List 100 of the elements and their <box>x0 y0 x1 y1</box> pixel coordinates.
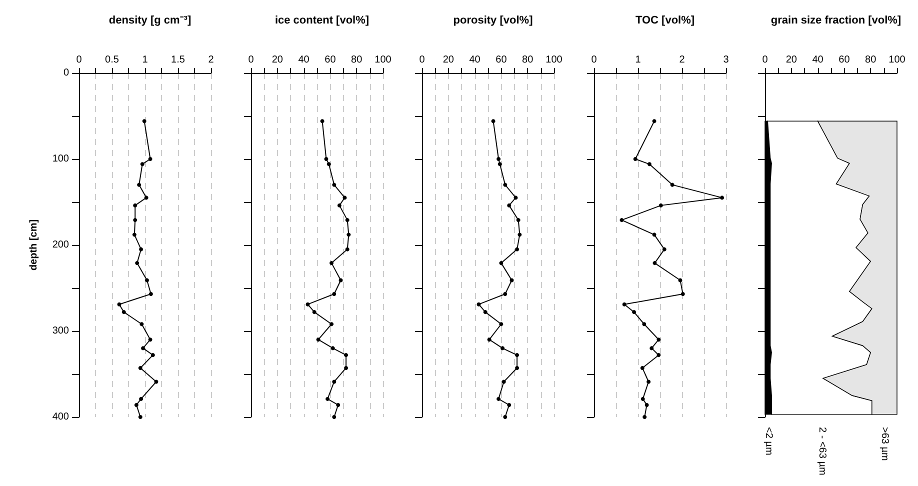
point <box>344 366 348 370</box>
point <box>325 396 330 401</box>
point <box>336 402 340 407</box>
chart-title: TOC [vol%] <box>634 14 694 26</box>
point <box>483 310 488 314</box>
point <box>632 310 636 314</box>
y-tick-label: 400 <box>52 412 70 422</box>
point <box>332 292 336 296</box>
point <box>338 278 342 282</box>
x-tick-label: 1.5 <box>171 54 186 66</box>
point <box>644 402 648 407</box>
point <box>652 119 656 124</box>
point <box>498 162 502 166</box>
point <box>680 292 684 296</box>
point <box>662 247 666 252</box>
point <box>324 157 328 161</box>
x-tick-label: 3 <box>722 54 729 66</box>
x-tick-label: 0 <box>76 54 82 66</box>
point <box>622 302 626 306</box>
x-tick-label: 80 <box>865 54 877 66</box>
point <box>476 302 481 306</box>
point <box>336 203 341 208</box>
point <box>720 196 724 200</box>
x-tick-label: 100 <box>888 54 906 66</box>
point <box>503 182 508 187</box>
point <box>316 338 320 342</box>
x-tick-label: 1 <box>634 54 641 66</box>
x-tick-label: 1 <box>142 54 148 66</box>
x-tick-label: 20 <box>442 54 454 66</box>
point <box>502 380 506 384</box>
y-tick-label: 300 <box>52 326 70 336</box>
point <box>652 261 656 266</box>
x-tick-label: 2 <box>678 54 685 66</box>
x-tick-label: 80 <box>350 54 362 66</box>
x-tick-label: 80 <box>522 54 534 66</box>
x-tick-label: 20 <box>271 54 283 66</box>
point <box>507 203 512 208</box>
point <box>656 338 660 342</box>
text: >63 µm <box>878 427 890 461</box>
point <box>656 353 660 358</box>
point <box>507 402 512 407</box>
y-tick-label: 0 <box>63 68 70 78</box>
point <box>499 261 504 266</box>
point <box>329 261 334 266</box>
x-tick-label: 0 <box>248 54 254 66</box>
point <box>346 232 350 237</box>
x-tick-label: 2 <box>208 54 214 66</box>
point <box>619 218 624 222</box>
point <box>499 322 504 326</box>
x-tick-label: 60 <box>838 54 850 66</box>
point <box>640 366 644 370</box>
point <box>516 218 520 222</box>
point <box>344 353 348 358</box>
x-tick-label: 100 <box>374 54 392 66</box>
x-tick-label: 40 <box>298 54 310 66</box>
point <box>646 380 650 384</box>
y-tick-label: 200 <box>52 240 70 250</box>
point <box>320 119 324 124</box>
point <box>344 218 349 222</box>
y-tick-label: 100 <box>52 154 70 164</box>
point <box>678 278 682 282</box>
point <box>329 322 334 326</box>
chart-title: grain size fraction [vol%] <box>770 14 902 26</box>
point <box>514 196 518 200</box>
text: 2 - <63 µm <box>816 427 828 476</box>
point <box>330 346 334 350</box>
point <box>332 380 336 384</box>
point <box>332 182 336 187</box>
point <box>487 338 492 342</box>
chart-title: ice content [vol%] <box>274 14 369 26</box>
x-tick-label: 0.5 <box>105 54 120 66</box>
point <box>632 157 637 161</box>
text: <2 µm <box>762 427 774 456</box>
point <box>646 162 651 166</box>
x-tick-label: 20 <box>786 54 798 66</box>
point <box>305 302 310 306</box>
point <box>496 157 501 161</box>
x-tick-label: 40 <box>812 54 824 66</box>
point <box>503 292 508 296</box>
point <box>342 196 346 200</box>
point <box>652 232 656 237</box>
chart-title: porosity [vol%] <box>453 14 534 26</box>
point <box>515 366 520 370</box>
x-tick-label: 0 <box>419 54 426 66</box>
x-tick-label: 60 <box>496 54 508 66</box>
x-tick-label: 100 <box>546 54 563 66</box>
point <box>640 396 644 401</box>
point <box>496 396 501 401</box>
point <box>649 346 654 350</box>
point <box>344 247 349 252</box>
chart-title: density [g cm⁻³] <box>108 14 192 26</box>
point <box>642 415 646 419</box>
point <box>658 203 662 208</box>
point <box>670 182 674 187</box>
point <box>326 162 330 166</box>
y-axis-title: depth [cm] <box>28 219 40 271</box>
point <box>515 353 520 358</box>
point <box>491 119 496 124</box>
point <box>518 232 522 237</box>
x-tick-label: 40 <box>469 54 481 66</box>
